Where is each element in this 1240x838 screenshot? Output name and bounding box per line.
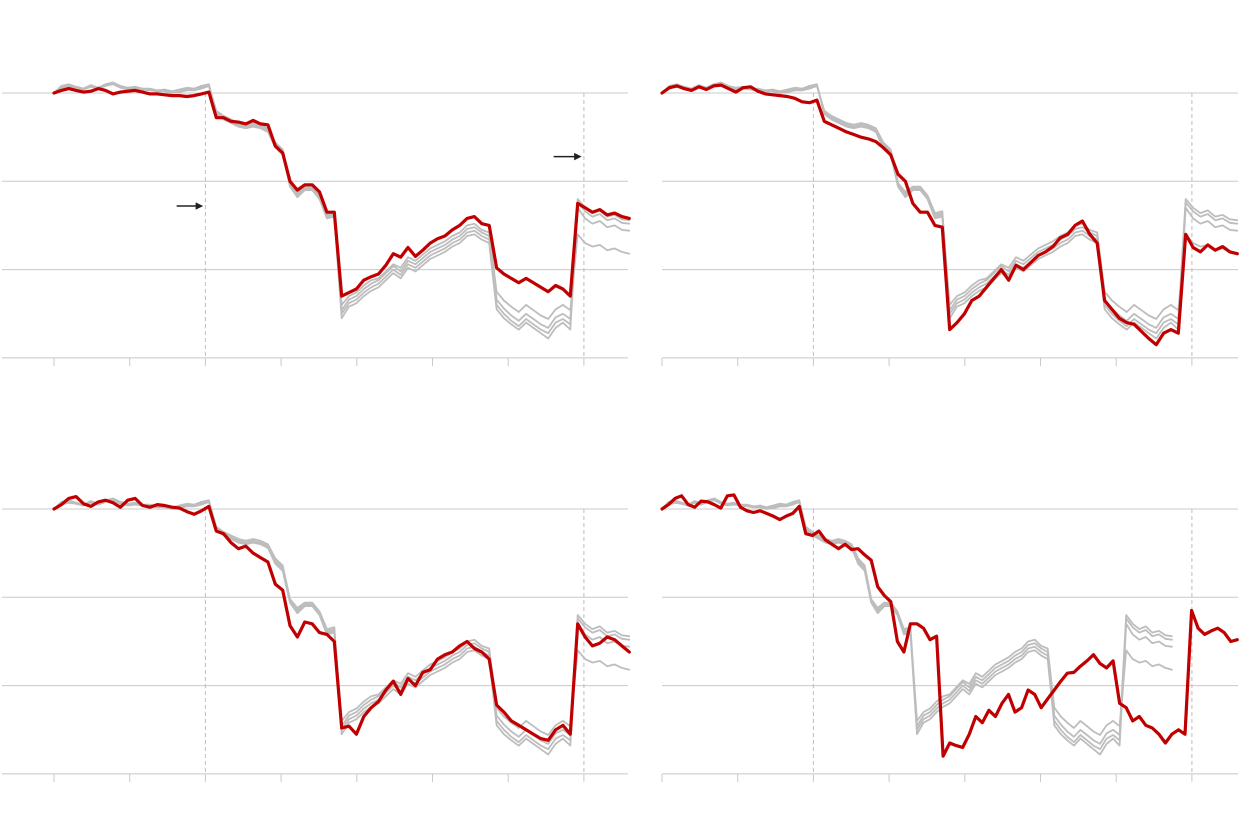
peer-series-line: [53, 499, 631, 745]
highlight-series-line: [52, 495, 631, 742]
peer-series-line: [661, 83, 1239, 329]
chart-panel-1: [2, 81, 631, 366]
highlight-series-line: [660, 493, 1239, 758]
peer-series-line: [661, 499, 1173, 745]
highlight-series-line: [660, 83, 1239, 347]
chart-panel-4: [660, 493, 1239, 782]
peer-series-line: [53, 498, 631, 736]
peer-series-line: [661, 498, 1173, 736]
peer-series-line: [53, 82, 631, 320]
peer-series-line: [661, 82, 1239, 320]
chart-panel-2: [660, 81, 1239, 366]
chart-panel-3: [2, 495, 631, 782]
highlight-series-line: [52, 86, 631, 298]
